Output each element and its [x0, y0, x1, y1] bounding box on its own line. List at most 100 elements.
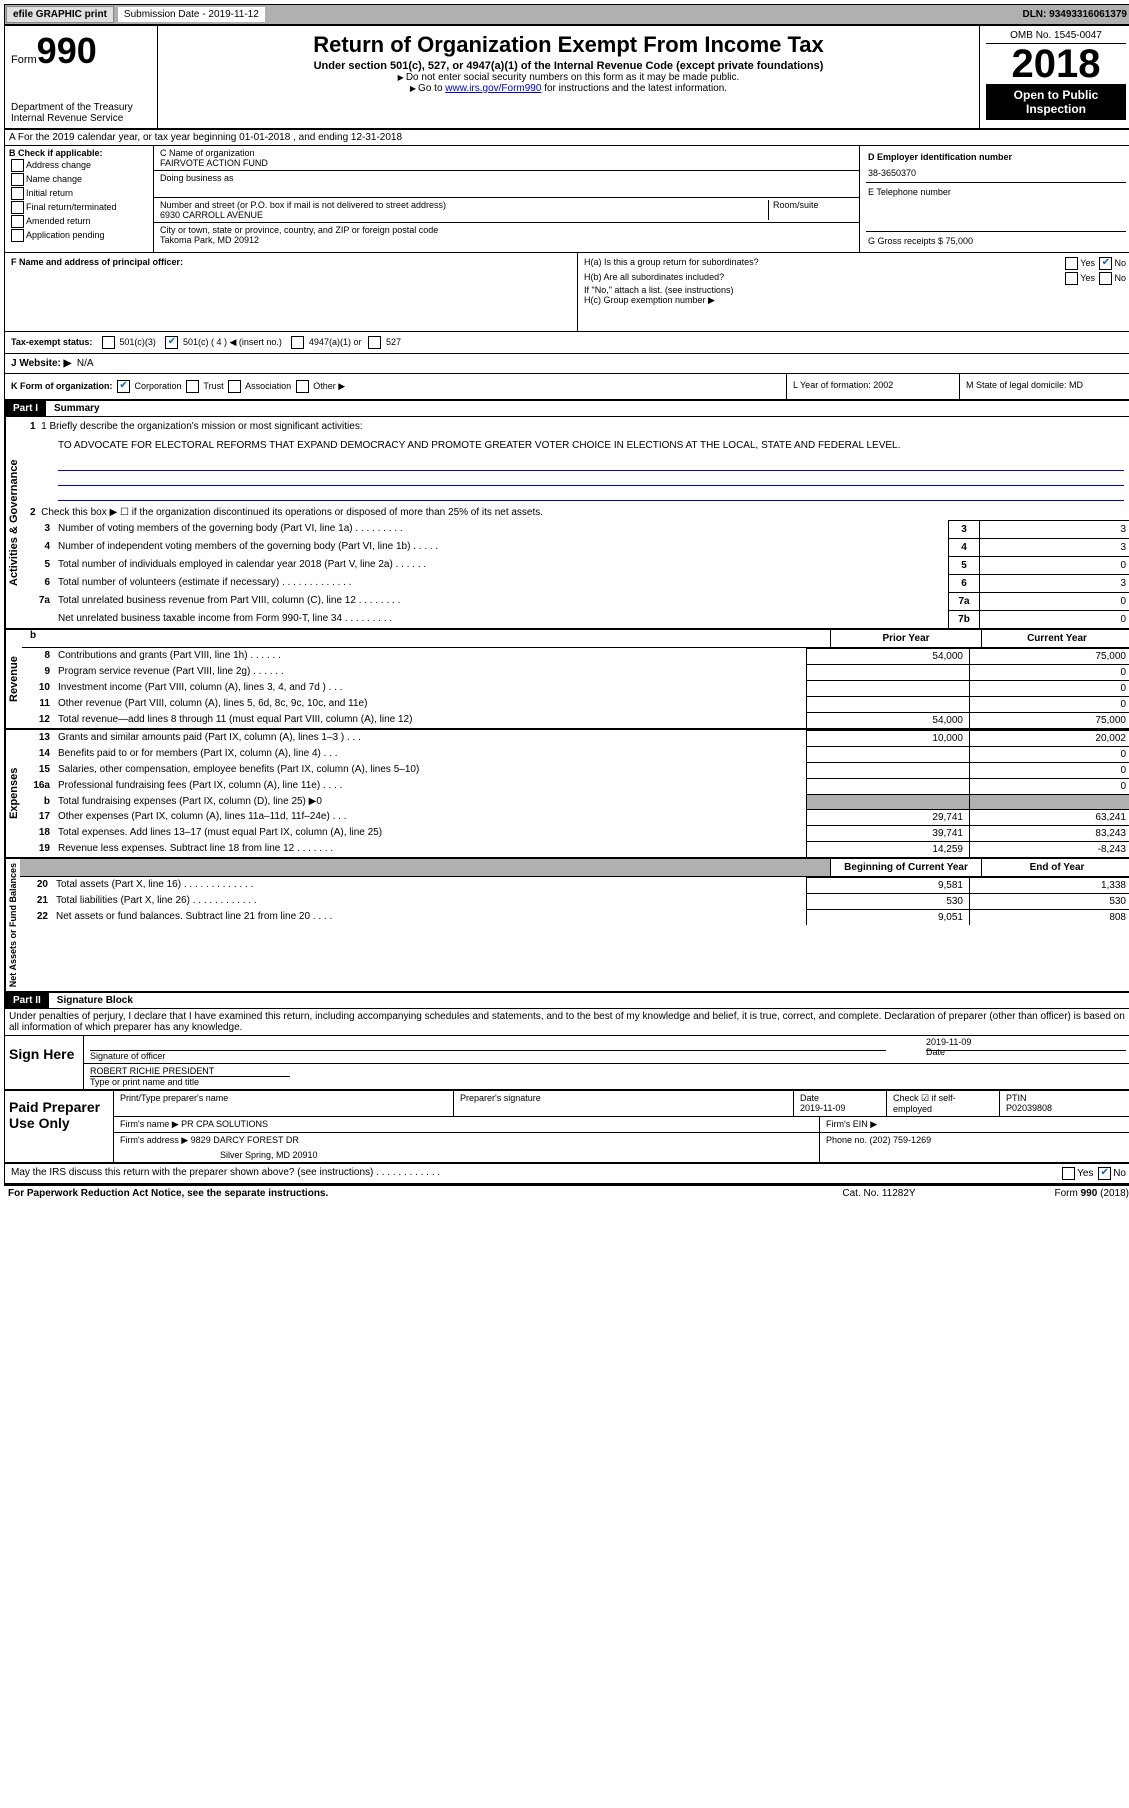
firm-name: PR CPA SOLUTIONS: [181, 1119, 268, 1129]
netassets-line: 20Total assets (Part X, line 16) . . . .…: [20, 877, 1129, 893]
opt-501c: 501(c) ( 4 ) ◀ (insert no.): [183, 337, 282, 347]
form-label: Form: [11, 54, 37, 66]
form-title: Return of Organization Exempt From Incom…: [164, 32, 973, 58]
ptin: P02039808: [1006, 1103, 1126, 1113]
part-ii-title: Signature Block: [49, 995, 133, 1006]
header-mid: Return of Organization Exempt From Incom…: [158, 26, 980, 128]
cb-assoc[interactable]: [228, 380, 241, 393]
lbl-name-change: Name change: [26, 174, 82, 184]
revenue-line: 8Contributions and grants (Part VIII, li…: [22, 648, 1129, 664]
netassets-line: 21Total liabilities (Part X, line 26) . …: [20, 893, 1129, 909]
expense-line: 13Grants and similar amounts paid (Part …: [22, 730, 1129, 746]
hb-no[interactable]: [1099, 272, 1112, 285]
firm-addr1: 9829 DARCY FOREST DR: [191, 1135, 299, 1145]
hb-label: H(b) Are all subordinates included?: [584, 272, 724, 285]
cb-527[interactable]: [368, 336, 381, 349]
gov-line: Net unrelated business taxable income fr…: [22, 610, 1129, 628]
expense-line: 14Benefits paid to or for members (Part …: [22, 746, 1129, 762]
penalties-text: Under penalties of perjury, I declare th…: [5, 1009, 1129, 1035]
checkbox-app-pending[interactable]: [11, 229, 24, 242]
vert-activities: Activities & Governance: [5, 417, 22, 628]
netassets-section: Net Assets or Fund Balances Beginning of…: [5, 859, 1129, 993]
cb-501c3[interactable]: [102, 336, 115, 349]
cb-4947[interactable]: [291, 336, 304, 349]
hdr-end: End of Year: [981, 859, 1129, 877]
expenses-section: Expenses 13Grants and similar amounts pa…: [5, 730, 1129, 859]
line-a: A For the 2019 calendar year, or tax yea…: [5, 130, 1129, 146]
col-f: F Name and address of principal officer:: [5, 253, 578, 331]
form-body: Form990 Department of the Treasury Inter…: [4, 25, 1129, 1186]
hdr-prior: Prior Year: [830, 630, 981, 648]
name-title-label: Type or print name and title: [90, 1077, 290, 1087]
note-2-post: for instructions and the latest informat…: [541, 83, 727, 94]
checkbox-final-return[interactable]: [11, 201, 24, 214]
form-number: 990: [37, 30, 97, 71]
col-b-header: B Check if applicable:: [9, 148, 149, 158]
topbar: efile GRAPHIC print Submission Date - 20…: [4, 4, 1129, 25]
revenue-section: Revenue b Prior Year Current Year 8Contr…: [5, 630, 1129, 730]
preparer-label: Paid Preparer Use Only: [5, 1091, 114, 1162]
cb-other[interactable]: [296, 380, 309, 393]
cb-corp[interactable]: [117, 380, 130, 393]
irs-label: Internal Revenue Service: [11, 113, 151, 124]
open-inspection: Open to Public Inspection: [986, 84, 1126, 120]
signature-section: Sign Here Signature of officer 2019-11-0…: [5, 1035, 1129, 1091]
ha-yes[interactable]: [1065, 257, 1078, 270]
netassets-line: 22Net assets or fund balances. Subtract …: [20, 909, 1129, 925]
expense-line: 15Salaries, other compensation, employee…: [22, 762, 1129, 778]
org-name: FAIRVOTE ACTION FUND: [160, 158, 853, 168]
expense-line: bTotal fundraising expenses (Part IX, co…: [22, 794, 1129, 809]
lbl-address-change: Address change: [26, 160, 91, 170]
lbl-final-return: Final return/terminated: [26, 202, 117, 212]
checkbox-address-change[interactable]: [11, 159, 24, 172]
underline-1: [58, 456, 1124, 471]
row-klm: K Form of organization: Corporation Trus…: [5, 374, 1129, 401]
preparer-sig-label: Preparer's signature: [460, 1093, 541, 1103]
discuss-yes[interactable]: [1062, 1167, 1075, 1180]
revenue-line: 11Other revenue (Part VIII, column (A), …: [22, 696, 1129, 712]
self-employed: Check ☑ if self-employed: [887, 1091, 1000, 1116]
cb-501c[interactable]: [165, 336, 178, 349]
hb-yes[interactable]: [1065, 272, 1078, 285]
footer-left: For Paperwork Reduction Act Notice, see …: [8, 1188, 779, 1199]
lbl-initial-return: Initial return: [26, 188, 73, 198]
prep-date: 2019-11-09: [800, 1103, 880, 1113]
city-label: City or town, state or province, country…: [160, 225, 853, 235]
ein: 38-3650370: [868, 168, 1124, 178]
gov-line: 4Number of independent voting members of…: [22, 538, 1129, 556]
header-left: Form990 Department of the Treasury Inter…: [5, 26, 158, 128]
hc-label: H(c) Group exemption number ▶: [584, 295, 1126, 306]
part-i-badge: Part I: [5, 401, 46, 416]
checkbox-name-change[interactable]: [11, 173, 24, 186]
col-b: B Check if applicable: Address change Na…: [5, 146, 154, 252]
sign-here-label: Sign Here: [5, 1036, 84, 1089]
tax-status-label: Tax-exempt status:: [11, 337, 92, 347]
city-state-zip: Takoma Park, MD 20912: [160, 235, 853, 245]
mission-text: TO ADVOCATE FOR ELECTORAL REFORMS THAT E…: [22, 436, 1129, 456]
opt-corp: Corporation: [135, 381, 182, 391]
line2: Check this box ▶ ☐ if the organization d…: [41, 507, 543, 518]
header-right: OMB No. 1545-0047 2018 Open to Public In…: [980, 26, 1129, 128]
checkbox-amended[interactable]: [11, 215, 24, 228]
room-label: Room/suite: [773, 200, 853, 210]
officer-label: F Name and address of principal officer:: [11, 257, 571, 267]
efile-button[interactable]: efile GRAPHIC print: [6, 6, 114, 23]
firm-addr-label: Firm's address ▶: [120, 1135, 188, 1145]
section-bcd: B Check if applicable: Address change Na…: [5, 146, 1129, 253]
opt-501c3: 501(c)(3): [119, 337, 156, 347]
ha-no[interactable]: [1099, 257, 1112, 270]
part-ii-badge: Part II: [5, 993, 49, 1008]
lbl-amended: Amended return: [26, 216, 91, 226]
checkbox-initial-return[interactable]: [11, 187, 24, 200]
activities-governance: Activities & Governance 1 1 Briefly desc…: [5, 417, 1129, 630]
col-d: D Employer identification number 38-3650…: [860, 146, 1129, 252]
col-m: M State of legal domicile: MD: [960, 374, 1129, 399]
col-h: H(a) Is this a group return for subordin…: [578, 253, 1129, 331]
expense-line: 19Revenue less expenses. Subtract line 1…: [22, 841, 1129, 857]
tax-year: 2018: [986, 44, 1126, 84]
cb-trust[interactable]: [186, 380, 199, 393]
form990-link[interactable]: www.irs.gov/Form990: [445, 83, 541, 94]
officer-name: ROBERT RICHIE PRESIDENT: [90, 1066, 290, 1077]
ein-label: D Employer identification number: [868, 152, 1124, 162]
discuss-no[interactable]: [1098, 1167, 1111, 1180]
